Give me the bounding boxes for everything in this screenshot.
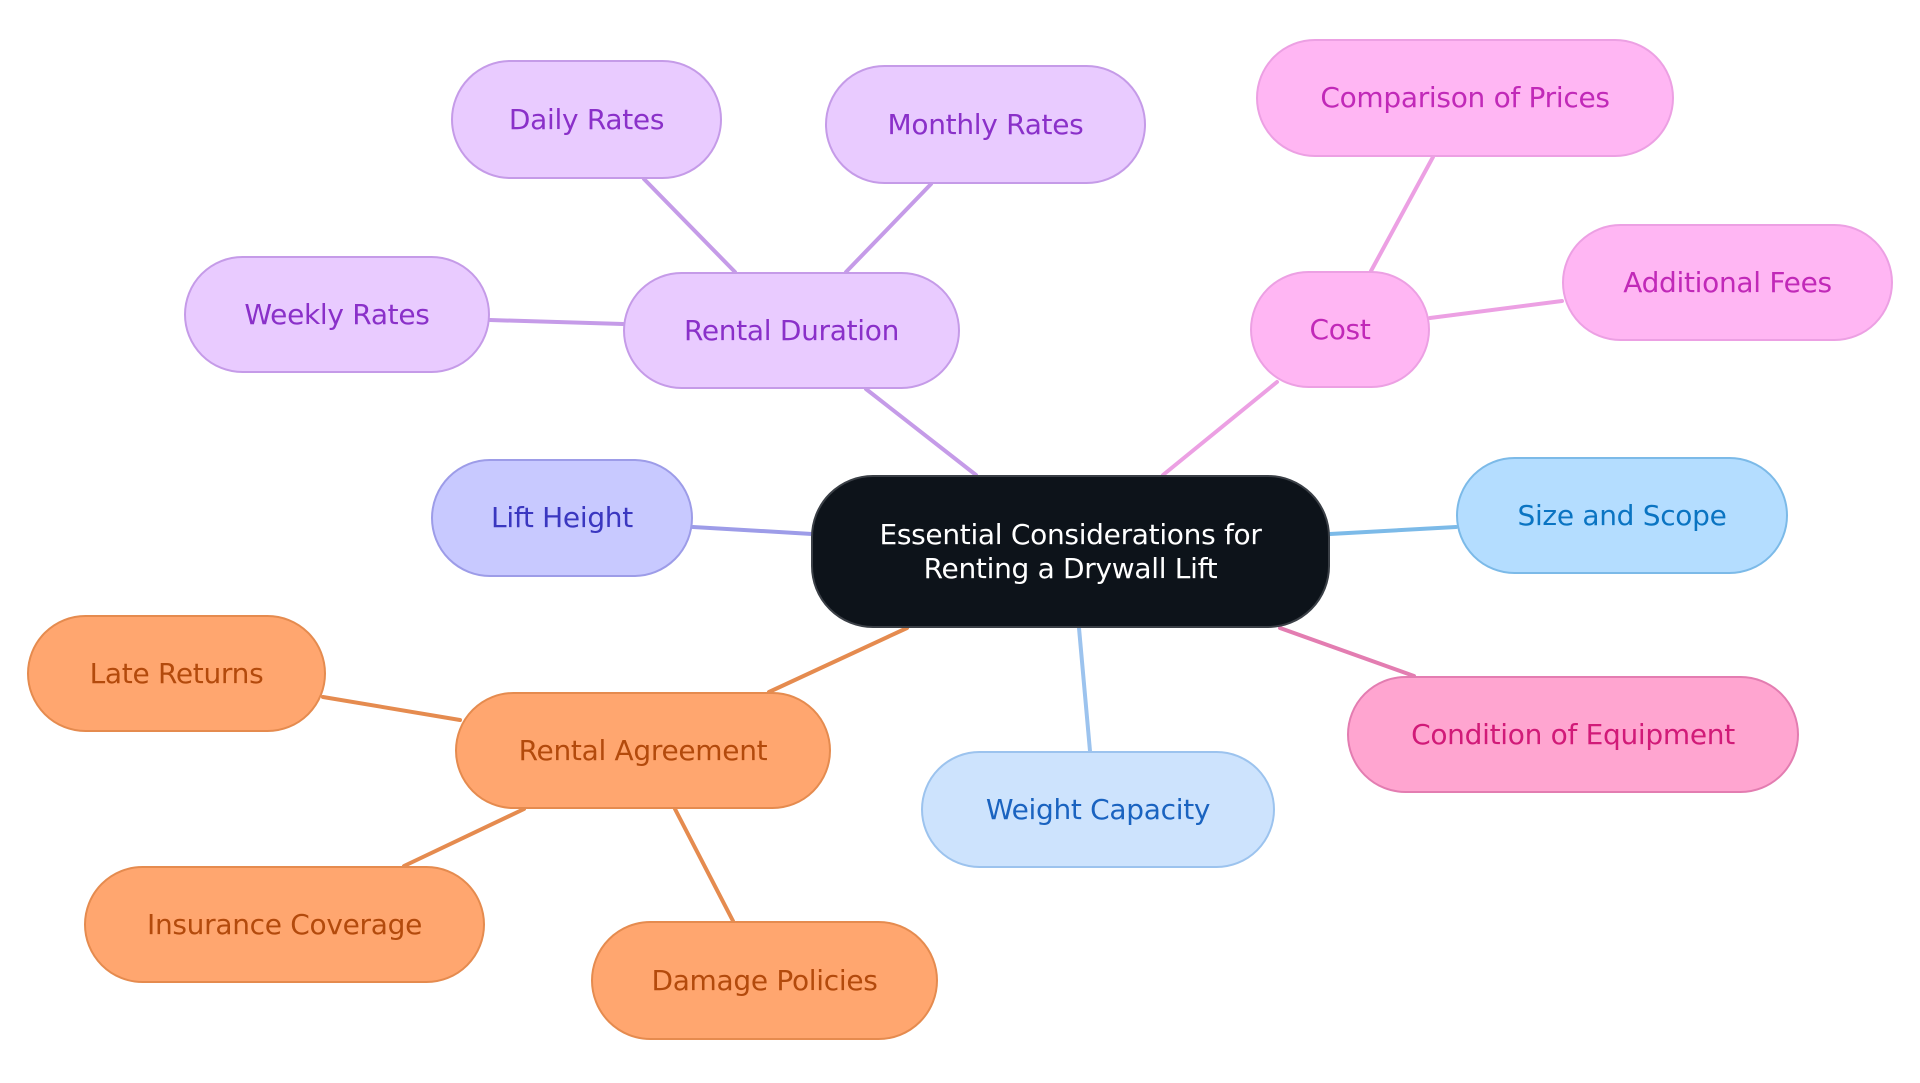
edge-rental-duration-monthly (844, 182, 933, 274)
edge-agreement-late (321, 695, 462, 722)
node-lift-height[interactable]: Lift Height (431, 459, 693, 577)
node-insurance-coverage[interactable]: Insurance Coverage (84, 866, 485, 983)
node-daily-rates[interactable]: Daily Rates (451, 60, 722, 179)
root-node[interactable]: Essential Considerations for Renting a D… (811, 475, 1330, 628)
root-label-line2: Renting a Drywall Lift (923, 551, 1218, 585)
node-size-and-scope[interactable]: Size and Scope (1456, 457, 1788, 574)
node-weight-capacity[interactable]: Weight Capacity (921, 751, 1275, 868)
edge-cost-additional (1428, 299, 1564, 320)
edge-root-rental-agreement (767, 626, 909, 694)
node-rental-duration[interactable]: Rental Duration (623, 272, 960, 389)
edge-agreement-damage (673, 807, 735, 923)
node-weekly-rates[interactable]: Weekly Rates (184, 256, 490, 373)
node-condition-of-equipment[interactable]: Condition of Equipment (1347, 676, 1799, 793)
edge-root-weight (1077, 626, 1092, 753)
edge-rental-duration-daily (642, 177, 737, 274)
node-late-returns[interactable]: Late Returns (27, 615, 326, 732)
node-cost[interactable]: Cost (1250, 271, 1430, 388)
edge-root-condition (1278, 626, 1416, 678)
node-additional-fees[interactable]: Additional Fees (1562, 224, 1893, 341)
node-comparison-of-prices[interactable]: Comparison of Prices (1256, 39, 1674, 157)
node-monthly-rates[interactable]: Monthly Rates (825, 65, 1146, 184)
edge-rental-duration-weekly (488, 318, 625, 326)
node-damage-policies[interactable]: Damage Policies (591, 921, 938, 1040)
node-rental-agreement[interactable]: Rental Agreement (455, 692, 831, 809)
edge-root-cost (1161, 380, 1279, 477)
edge-cost-comparison (1369, 155, 1435, 273)
edge-root-size (1328, 525, 1458, 536)
root-label-line1: Essential Considerations for (879, 517, 1262, 551)
edge-root-rental-duration (864, 387, 978, 477)
edge-root-lift-height (691, 525, 814, 536)
edge-agreement-insurance (402, 807, 526, 868)
